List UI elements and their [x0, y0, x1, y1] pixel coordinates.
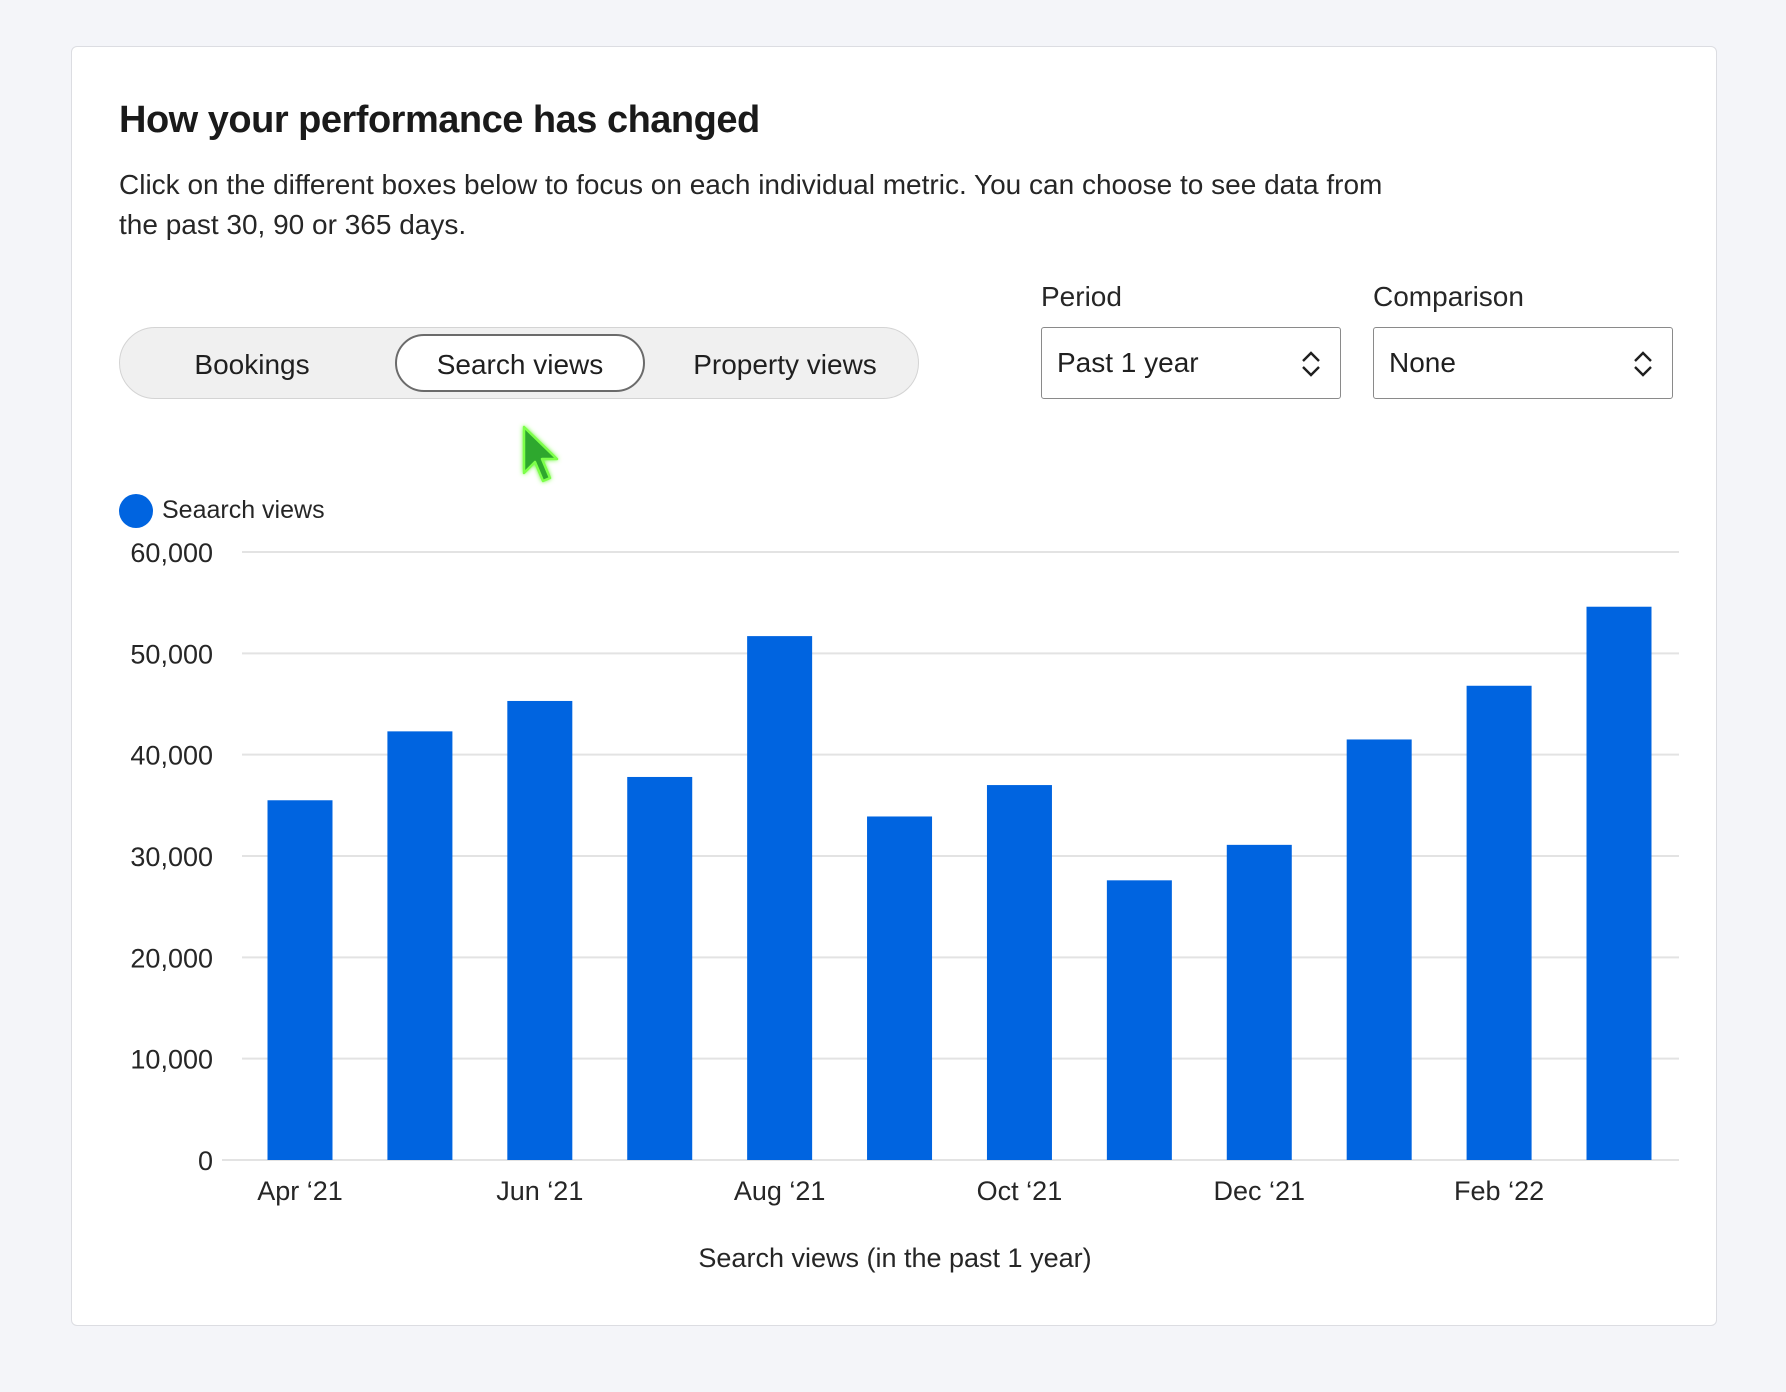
- bar: [1226, 844, 1292, 1160]
- bar: [1586, 606, 1652, 1160]
- bar: [1346, 739, 1412, 1160]
- metric-tabs: Bookings Search views Property views: [119, 327, 919, 399]
- y-tick-label: 50,000: [130, 639, 213, 669]
- page-description: Click on the different boxes below to fo…: [119, 169, 1383, 240]
- mouse-cursor-icon: [522, 425, 559, 483]
- bar: [1466, 685, 1532, 1160]
- tab-property-views[interactable]: Property views: [693, 349, 877, 380]
- y-tick-label: 60,000: [130, 538, 213, 568]
- x-tick-label: Apr ‘21: [257, 1176, 343, 1206]
- legend-label: Seaarch views: [162, 496, 325, 524]
- tab-search-views[interactable]: Search views: [395, 334, 645, 392]
- legend-dot: [119, 494, 153, 528]
- x-tick-label: Feb ‘22: [1454, 1176, 1544, 1206]
- bar: [867, 816, 933, 1160]
- up-down-chevron-icon: [1634, 351, 1652, 377]
- tab-bookings[interactable]: Bookings: [194, 349, 310, 380]
- y-tick-label: 30,000: [130, 842, 213, 872]
- bar: [1106, 880, 1172, 1160]
- x-axis-title: Search views (in the past 1 year): [698, 1243, 1092, 1273]
- bar: [507, 700, 573, 1160]
- bar: [387, 731, 453, 1160]
- bar: [267, 800, 333, 1160]
- performance-card: How your performance has changed Click o…: [71, 46, 1717, 1326]
- up-down-chevron-icon: [1302, 351, 1320, 377]
- x-tick-label: Jun ‘21: [496, 1176, 583, 1206]
- bar: [986, 785, 1052, 1160]
- comparison-value: None: [1389, 347, 1456, 378]
- y-tick-label: 20,000: [130, 943, 213, 973]
- comparison-label: Comparison: [1373, 281, 1524, 312]
- x-tick-label: Oct ‘21: [977, 1176, 1063, 1206]
- comparison-select[interactable]: None: [1373, 327, 1673, 399]
- y-tick-label: 0: [198, 1146, 213, 1176]
- x-tick-label: Aug ‘21: [734, 1176, 826, 1206]
- period-value: Past 1 year: [1057, 347, 1199, 378]
- page-title: How your performance has changed: [119, 99, 760, 141]
- bar: [627, 776, 693, 1160]
- bar: [747, 636, 813, 1160]
- x-tick-label: Dec ‘21: [1213, 1176, 1305, 1206]
- y-tick-label: 40,000: [130, 741, 213, 771]
- y-tick-label: 10,000: [130, 1045, 213, 1075]
- bar-chart: 0 10,000 20,000 30,000 40,000 50,000 60,000 Apr…: [130, 538, 1679, 1206]
- period-label: Period: [1041, 281, 1122, 312]
- period-select[interactable]: Past 1 year: [1041, 327, 1341, 399]
